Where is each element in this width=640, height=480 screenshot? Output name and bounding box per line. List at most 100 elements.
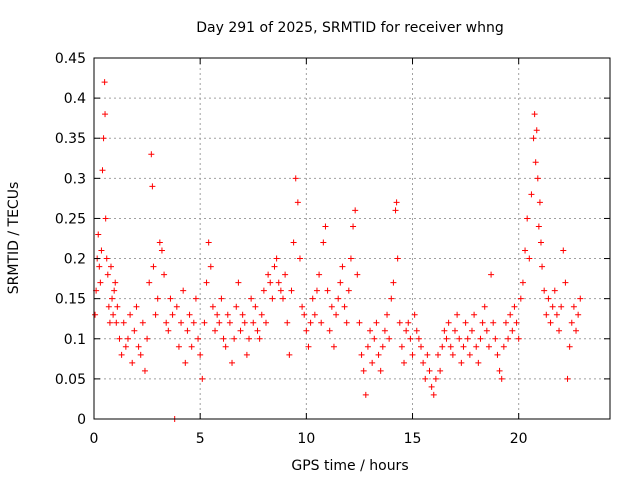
data-point	[120, 319, 127, 326]
data-point	[531, 111, 538, 118]
data-point	[216, 319, 223, 326]
data-point	[364, 343, 371, 350]
y-axis-label: SRMTID / TECUs	[6, 182, 22, 295]
data-point	[282, 271, 289, 278]
data-point	[362, 391, 369, 398]
y-tick-label: 0	[77, 412, 86, 428]
data-point	[352, 207, 359, 214]
data-point	[111, 287, 118, 294]
data-point	[97, 279, 104, 286]
data-point	[547, 319, 554, 326]
data-point	[556, 327, 563, 334]
data-point	[114, 303, 121, 310]
data-point	[475, 359, 482, 366]
data-point	[458, 359, 465, 366]
data-point	[488, 271, 495, 278]
data-point	[543, 311, 550, 318]
data-point	[250, 319, 257, 326]
data-point	[233, 303, 240, 310]
data-point	[226, 319, 233, 326]
data-point	[195, 335, 202, 342]
data-point	[388, 295, 395, 302]
data-point	[218, 295, 225, 302]
x-axis-label: GPS time / hours	[291, 458, 408, 474]
data-point	[407, 335, 414, 342]
data-point	[443, 335, 450, 342]
data-point	[358, 351, 365, 358]
data-point	[101, 79, 108, 86]
chart-title: Day 291 of 2025, SRMTID for receiver whn…	[196, 20, 504, 36]
data-point	[152, 311, 159, 318]
data-point	[367, 327, 374, 334]
data-point	[161, 271, 168, 278]
data-point	[158, 247, 165, 254]
data-point	[252, 303, 259, 310]
data-point	[124, 335, 131, 342]
data-point	[439, 343, 446, 350]
data-point	[551, 287, 558, 294]
data-point	[494, 351, 501, 358]
data-point	[122, 343, 129, 350]
data-point	[356, 319, 363, 326]
data-point	[473, 343, 480, 350]
data-point	[212, 327, 219, 334]
data-point	[398, 343, 405, 350]
data-point	[573, 327, 580, 334]
data-point	[201, 319, 208, 326]
y-tick-label: 0.2	[64, 252, 86, 268]
data-point	[536, 199, 543, 206]
data-point	[468, 327, 475, 334]
data-point	[377, 367, 384, 374]
data-point	[483, 327, 490, 334]
data-point	[96, 263, 103, 270]
data-point	[350, 223, 357, 230]
data-point	[135, 343, 142, 350]
x-tick-label: 20	[510, 431, 528, 447]
data-point	[320, 239, 327, 246]
data-point	[492, 335, 499, 342]
data-point	[149, 183, 156, 190]
data-point	[335, 295, 342, 302]
data-point	[424, 351, 431, 358]
data-point	[375, 351, 382, 358]
data-point	[137, 351, 144, 358]
data-point	[517, 295, 524, 302]
data-point	[322, 223, 329, 230]
axis-ticks: 0 0.05 0.1 0.15 0.2 0.25 0.3 0.35 0.4 0.45 0 5 10 15 2…	[55, 51, 610, 447]
data-point	[318, 319, 325, 326]
data-point	[437, 367, 444, 374]
data-point	[294, 199, 301, 206]
data-point	[237, 327, 244, 334]
data-point	[235, 279, 242, 286]
data-point	[243, 351, 250, 358]
data-point	[286, 351, 293, 358]
data-point	[420, 359, 427, 366]
data-point	[379, 343, 386, 350]
data-point	[393, 199, 400, 206]
data-point	[263, 319, 269, 326]
data-point	[460, 343, 467, 350]
data-point	[341, 303, 348, 310]
x-tick-label: 15	[404, 431, 422, 447]
data-point	[102, 215, 109, 222]
data-point	[403, 327, 410, 334]
data-point	[169, 311, 176, 318]
data-point	[203, 279, 210, 286]
data-point	[532, 159, 539, 166]
data-point	[167, 295, 174, 302]
data-point	[267, 279, 274, 286]
data-point	[466, 351, 473, 358]
data-point	[150, 263, 157, 270]
data-point	[479, 319, 486, 326]
data-point	[343, 319, 350, 326]
data-point	[296, 255, 303, 262]
data-point	[184, 327, 191, 334]
data-point	[131, 327, 138, 334]
data-point	[229, 359, 236, 366]
data-point	[148, 151, 155, 158]
data-point	[456, 335, 463, 342]
data-point	[496, 367, 503, 374]
data-point	[271, 263, 278, 270]
